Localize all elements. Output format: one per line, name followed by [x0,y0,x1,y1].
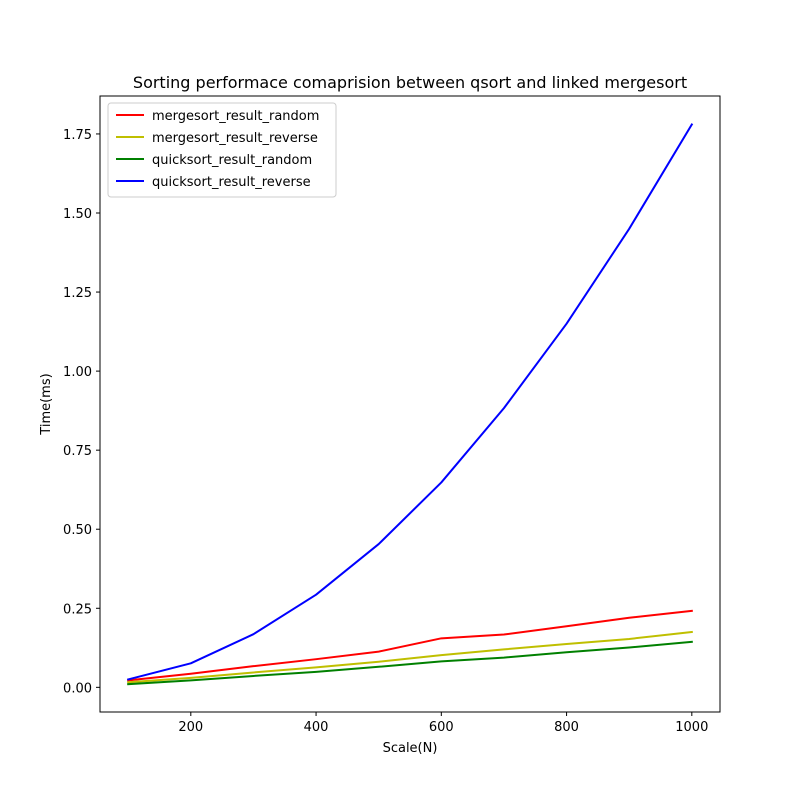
x-tick-label: 600 [429,720,454,735]
chart-title: Sorting performace comaprision between q… [133,73,687,92]
y-tick-label: 0.00 [63,681,92,696]
x-tick-label: 800 [554,720,579,735]
x-tick-label: 400 [304,720,329,735]
x-axis-title: Scale(N) [383,741,438,756]
y-tick-label: 1.50 [63,207,92,222]
y-tick-label: 0.25 [63,602,92,617]
x-tick-label: 200 [178,720,203,735]
plot-frame [99,95,721,713]
series-line-quicksort_result_reverse [126,123,694,681]
legend-label: quicksort_result_reverse [152,175,311,190]
series-line-mergesort_result_reverse [127,630,693,684]
y-tick-label: 1.75 [63,128,92,143]
legend: mergesort_result_random mergesort_result_… [107,102,337,198]
legend-label: quicksort_result_random [152,153,312,168]
series-line-quicksort_result_random [127,640,693,686]
y-tick-label: 0.75 [63,444,92,459]
y-tick-label: 1.25 [63,286,92,301]
legend-box [107,102,337,198]
y-tick-label: 0.50 [63,523,92,538]
x-tick-label: 1000 [675,720,708,735]
plot-area [126,123,694,686]
legend-label: mergesort_result_random [152,109,319,124]
legend-label: mergesort_result_reverse [152,131,318,146]
series-line-mergesort_result_random [127,609,693,682]
y-tick-label: 1.00 [63,365,92,380]
axis-ticks: 200 400 600 800 1000 0.00 0.25 0.50 0.75 1.00 1.25… [63,128,708,735]
y-axis-title: Time(ms) [39,373,54,435]
